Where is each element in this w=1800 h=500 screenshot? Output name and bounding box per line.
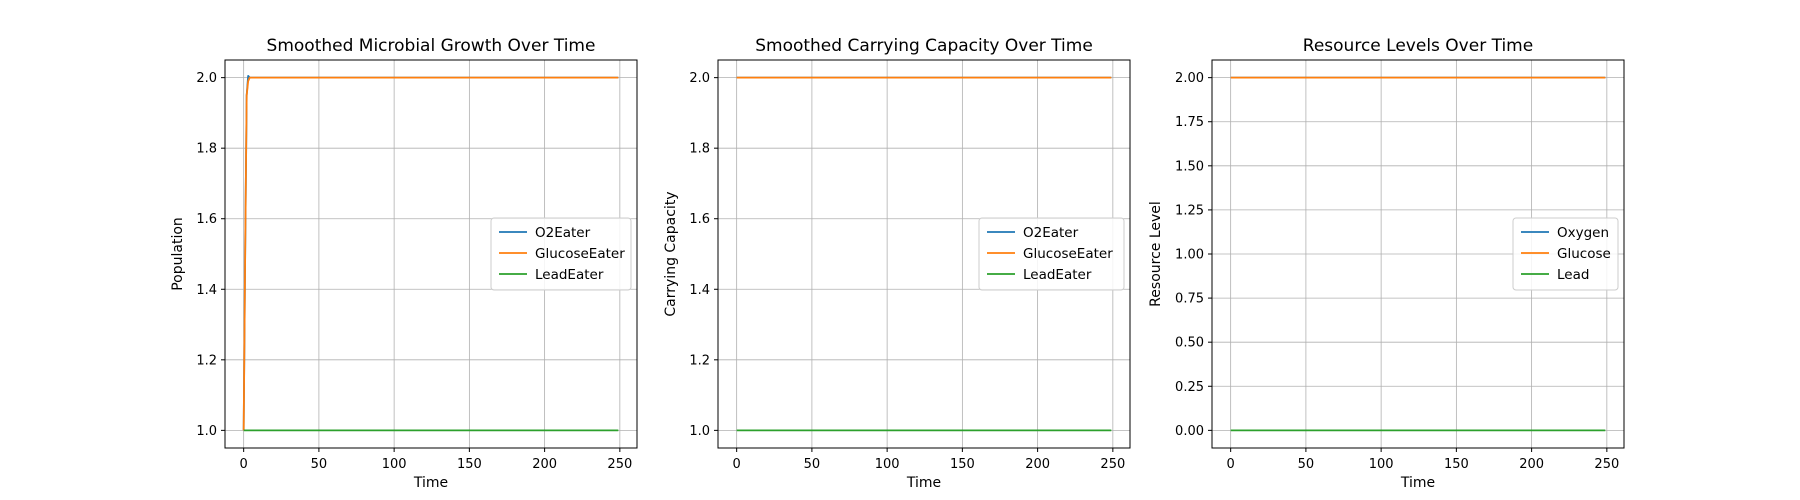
y-tick-label: 1.8 [689,142,710,157]
y-tick-label: 1.4 [689,283,710,298]
x-tick-label: 200 [1519,457,1544,472]
y-tick-label: 2.00 [1175,71,1204,86]
y-tick-label: 0.50 [1175,336,1204,351]
legend-label-oxygen: Oxygen [1557,225,1609,241]
x-tick-label: 200 [532,457,557,472]
chart-panel-3: 0 50 100 150 200 250 0.00 0.25 0.50 0.75 1.00 1.25 1… [1148,36,1625,491]
y-tick-label: 1.0 [689,424,710,439]
x-tick-label: 50 [1298,457,1315,472]
y-tick-label: 0.00 [1175,424,1204,439]
legend-label-leadeater: LeadEater [1023,267,1092,283]
y-tick-label: 1.2 [689,353,710,368]
y-tick-label: 1.6 [689,212,710,227]
x-tick-label: 250 [607,457,632,472]
x-tick-label: 0 [733,457,741,472]
y-axis-label: Resource Level [1148,201,1164,307]
x-axis-label: Time [906,475,941,491]
y-tick-label: 0.25 [1175,380,1204,395]
x-tick-label: 50 [804,457,821,472]
x-tick-label: 150 [1444,457,1469,472]
y-tick-label: 1.8 [196,142,217,157]
series-line-glucoseeater [242,76,619,431]
y-tick-label: 1.0 [196,424,217,439]
y-tick-label: 1.50 [1175,159,1204,174]
x-tick-label: 250 [1100,457,1125,472]
legend-label-o2eater: O2Eater [1023,225,1079,241]
axes-frame [717,59,1131,449]
legend-box [1512,217,1619,291]
chart-panel-1: 0 50 100 150 200 250 1.0 1.2 1.4 1.6 1.8 2.0 Smoothe… [170,36,638,491]
legend-label-lead: Lead [1557,267,1589,283]
chart-title: Smoothed Carrying Capacity Over Time [755,36,1093,56]
legend-label-glucoseeater: GlucoseEater [1023,246,1113,262]
x-tick-label: 150 [950,457,975,472]
x-axis-label: Time [1400,475,1435,491]
y-tick-label: 0.75 [1175,292,1204,307]
axes-frame [224,59,638,449]
x-tick-label: 100 [1369,457,1394,472]
legend-label-glucose: Glucose [1557,246,1611,262]
y-tick-label: 1.6 [196,212,217,227]
y-tick-label: 1.00 [1175,248,1204,263]
legend-label-leadeater: LeadEater [535,267,604,283]
x-tick-label: 0 [1227,457,1235,472]
y-axis-label: Population [170,217,186,291]
legend: Oxygen Glucose Lead [1512,217,1619,291]
x-tick-label: 50 [311,457,328,472]
legend: O2Eater GlucoseEater LeadEater [490,217,632,291]
legend: O2Eater GlucoseEater LeadEater [978,217,1125,291]
chart-panel-2: 0 50 100 150 200 250 1.0 1.2 1.4 1.6 1.8 2.0 Smoothe… [663,36,1131,491]
legend-label-glucoseeater: GlucoseEater [535,246,625,262]
y-tick-label: 1.75 [1175,115,1204,130]
chart-title: Resource Levels Over Time [1303,36,1533,56]
y-tick-label: 2.0 [689,71,710,86]
x-tick-label: 200 [1025,457,1050,472]
y-tick-label: 2.0 [196,71,217,86]
x-tick-label: 100 [382,457,407,472]
x-tick-label: 250 [1594,457,1619,472]
y-axis-label: Carrying Capacity [663,191,679,316]
legend-box [978,217,1125,291]
y-tick-label: 1.25 [1175,203,1204,218]
legend-box [490,217,632,291]
x-tick-label: 100 [875,457,900,472]
x-axis-label: Time [413,475,448,491]
x-tick-label: 150 [457,457,482,472]
y-tick-label: 1.4 [196,283,217,298]
chart-title: Smoothed Microbial Growth Over Time [267,36,596,56]
x-tick-label: 0 [240,457,248,472]
y-tick-label: 1.2 [196,353,217,368]
legend-label-o2eater: O2Eater [535,225,591,241]
